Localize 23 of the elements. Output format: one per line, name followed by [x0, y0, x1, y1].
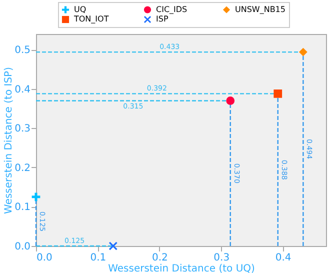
y-tick-label: 0.1	[14, 202, 30, 214]
legend-label: UQ	[74, 4, 86, 14]
point	[32, 192, 40, 202]
x-tick-label: 0.4	[275, 252, 292, 264]
point	[226, 96, 235, 105]
y-tick-label: 0.3	[14, 124, 30, 135]
legend-label: UNSW_NB15	[235, 4, 286, 14]
x-tick-label: 0.2	[152, 252, 168, 264]
x-tick-label: 0.0	[36, 252, 52, 264]
y-tick-label: 0.0	[14, 242, 30, 252]
y-tick-label: 0.4	[14, 84, 30, 96]
y-tick-label: 0.2	[14, 162, 30, 174]
point	[274, 89, 282, 98]
x-tick-label: 0.3	[214, 252, 230, 264]
y-axis-title: Wesserstein Distance (to ISP)	[4, 66, 15, 214]
x-tick-label: 0.1	[90, 252, 106, 264]
point	[298, 48, 308, 56]
legend-label: ISP	[156, 14, 168, 24]
point	[108, 242, 118, 250]
x-axis-title: Wesserstein Distance (to UQ)	[108, 264, 256, 273]
legend-label: CIC_IDS	[156, 4, 188, 14]
legend-label: TON_IOT	[73, 14, 109, 24]
y-tick-label: 0.5	[14, 45, 30, 56]
